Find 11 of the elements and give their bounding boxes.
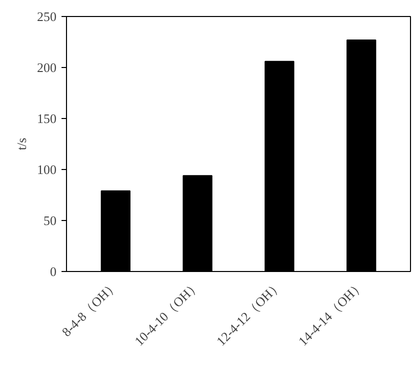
bar [182, 175, 212, 272]
bar [100, 190, 130, 272]
bar [264, 60, 294, 272]
y-tick-label: 200 [37, 60, 56, 75]
y-tick-label: 0 [50, 264, 56, 279]
y-tick-label: 50 [44, 213, 56, 228]
y-tick-label: 250 [37, 9, 56, 24]
bar [346, 39, 376, 272]
y-axis-title: t/s [14, 138, 29, 150]
y-tick-label: 100 [37, 162, 56, 177]
y-tick-label: 150 [37, 111, 56, 126]
